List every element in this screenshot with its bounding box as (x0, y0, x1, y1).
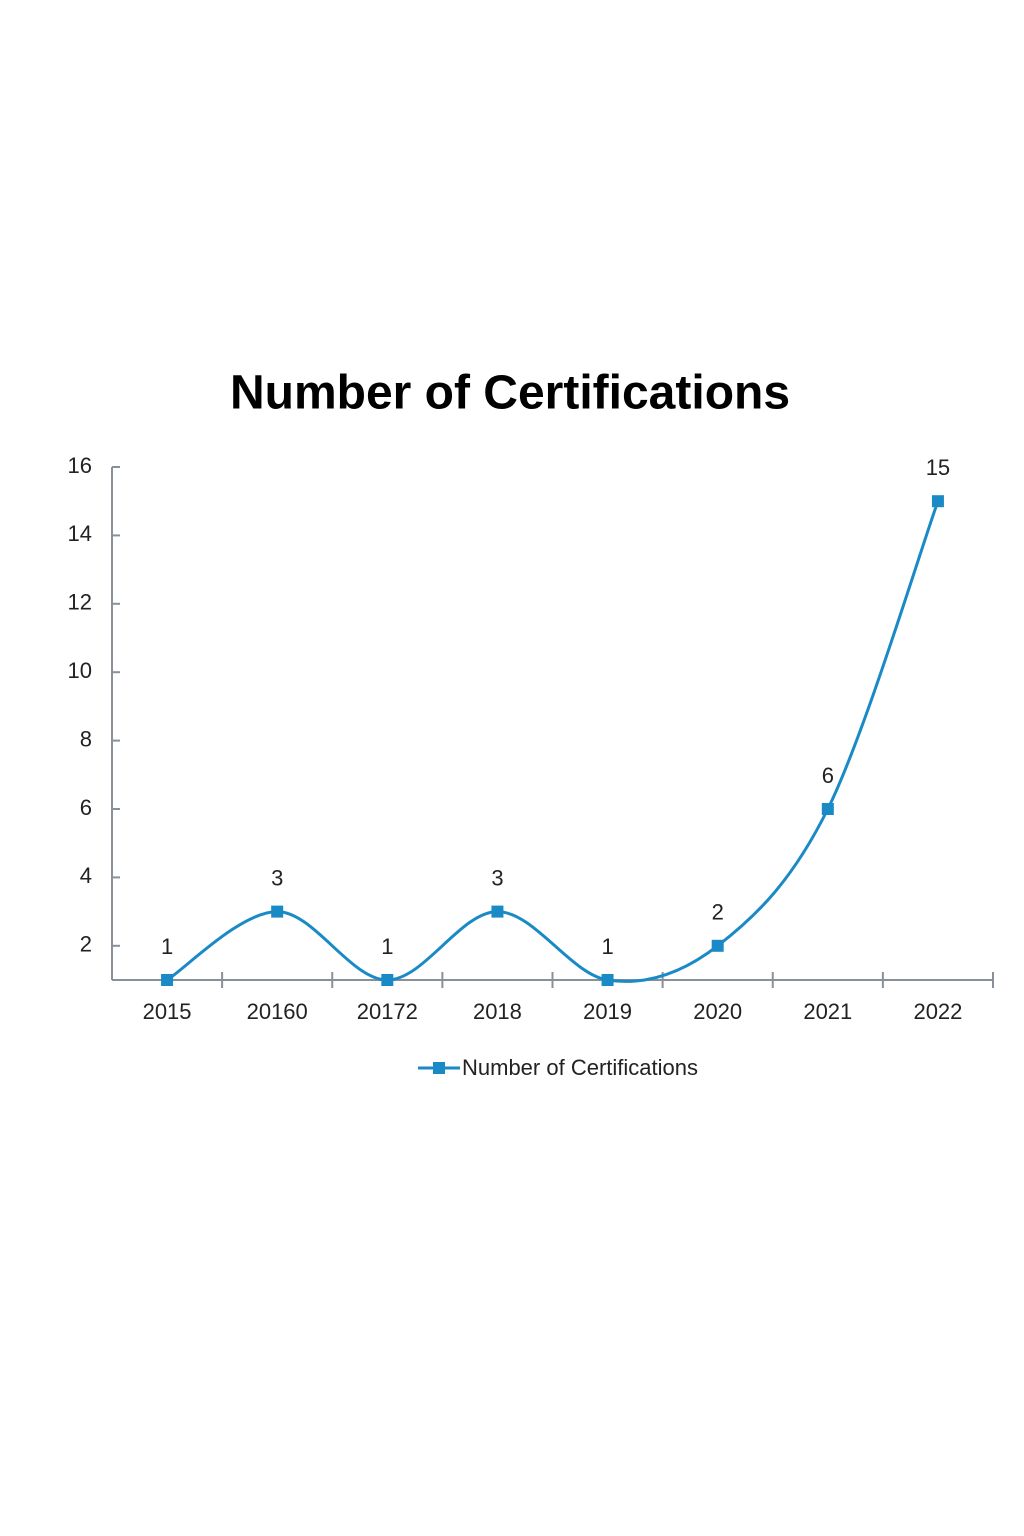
data-point (491, 905, 504, 918)
data-point (601, 974, 614, 986)
data-label: 3 (271, 865, 283, 890)
data-point (161, 974, 174, 986)
y-tick-label: 14 (68, 521, 92, 546)
y-tick-label: 8 (80, 726, 92, 751)
x-tick-label: 2018 (473, 999, 522, 1024)
data-label: 1 (161, 934, 173, 959)
legend-marker (433, 1062, 445, 1074)
legend-label: Number of Certifications (462, 1055, 698, 1080)
data-label: 1 (601, 934, 613, 959)
data-point (821, 803, 834, 815)
x-tick-label: 2019 (583, 999, 632, 1024)
data-label: 2 (712, 900, 724, 925)
data-point (381, 974, 394, 986)
data-label: 3 (491, 865, 503, 890)
chart-title: Number of Certifications (230, 367, 790, 420)
y-tick-label: 12 (68, 590, 92, 615)
y-tick-label: 16 (68, 453, 92, 478)
y-tick-label: 10 (68, 658, 92, 683)
data-point (271, 905, 284, 918)
series-line (166, 500, 940, 983)
x-tick-label: 2020 (693, 999, 742, 1024)
x-tick-label: 2022 (913, 999, 962, 1024)
y-tick-label: 4 (80, 863, 92, 888)
x-tick-label: 2021 (803, 999, 852, 1024)
data-point (931, 495, 944, 508)
y-tick-label: 2 (80, 932, 92, 957)
data-point (711, 939, 724, 952)
data-label: 1 (381, 934, 393, 959)
x-tick-label: 20160 (247, 999, 308, 1024)
y-tick-label: 6 (80, 795, 92, 820)
data-label: 15 (926, 455, 950, 480)
x-tick-label: 20172 (357, 999, 418, 1024)
x-tick-label: 2015 (143, 999, 192, 1024)
data-label: 6 (822, 763, 834, 788)
